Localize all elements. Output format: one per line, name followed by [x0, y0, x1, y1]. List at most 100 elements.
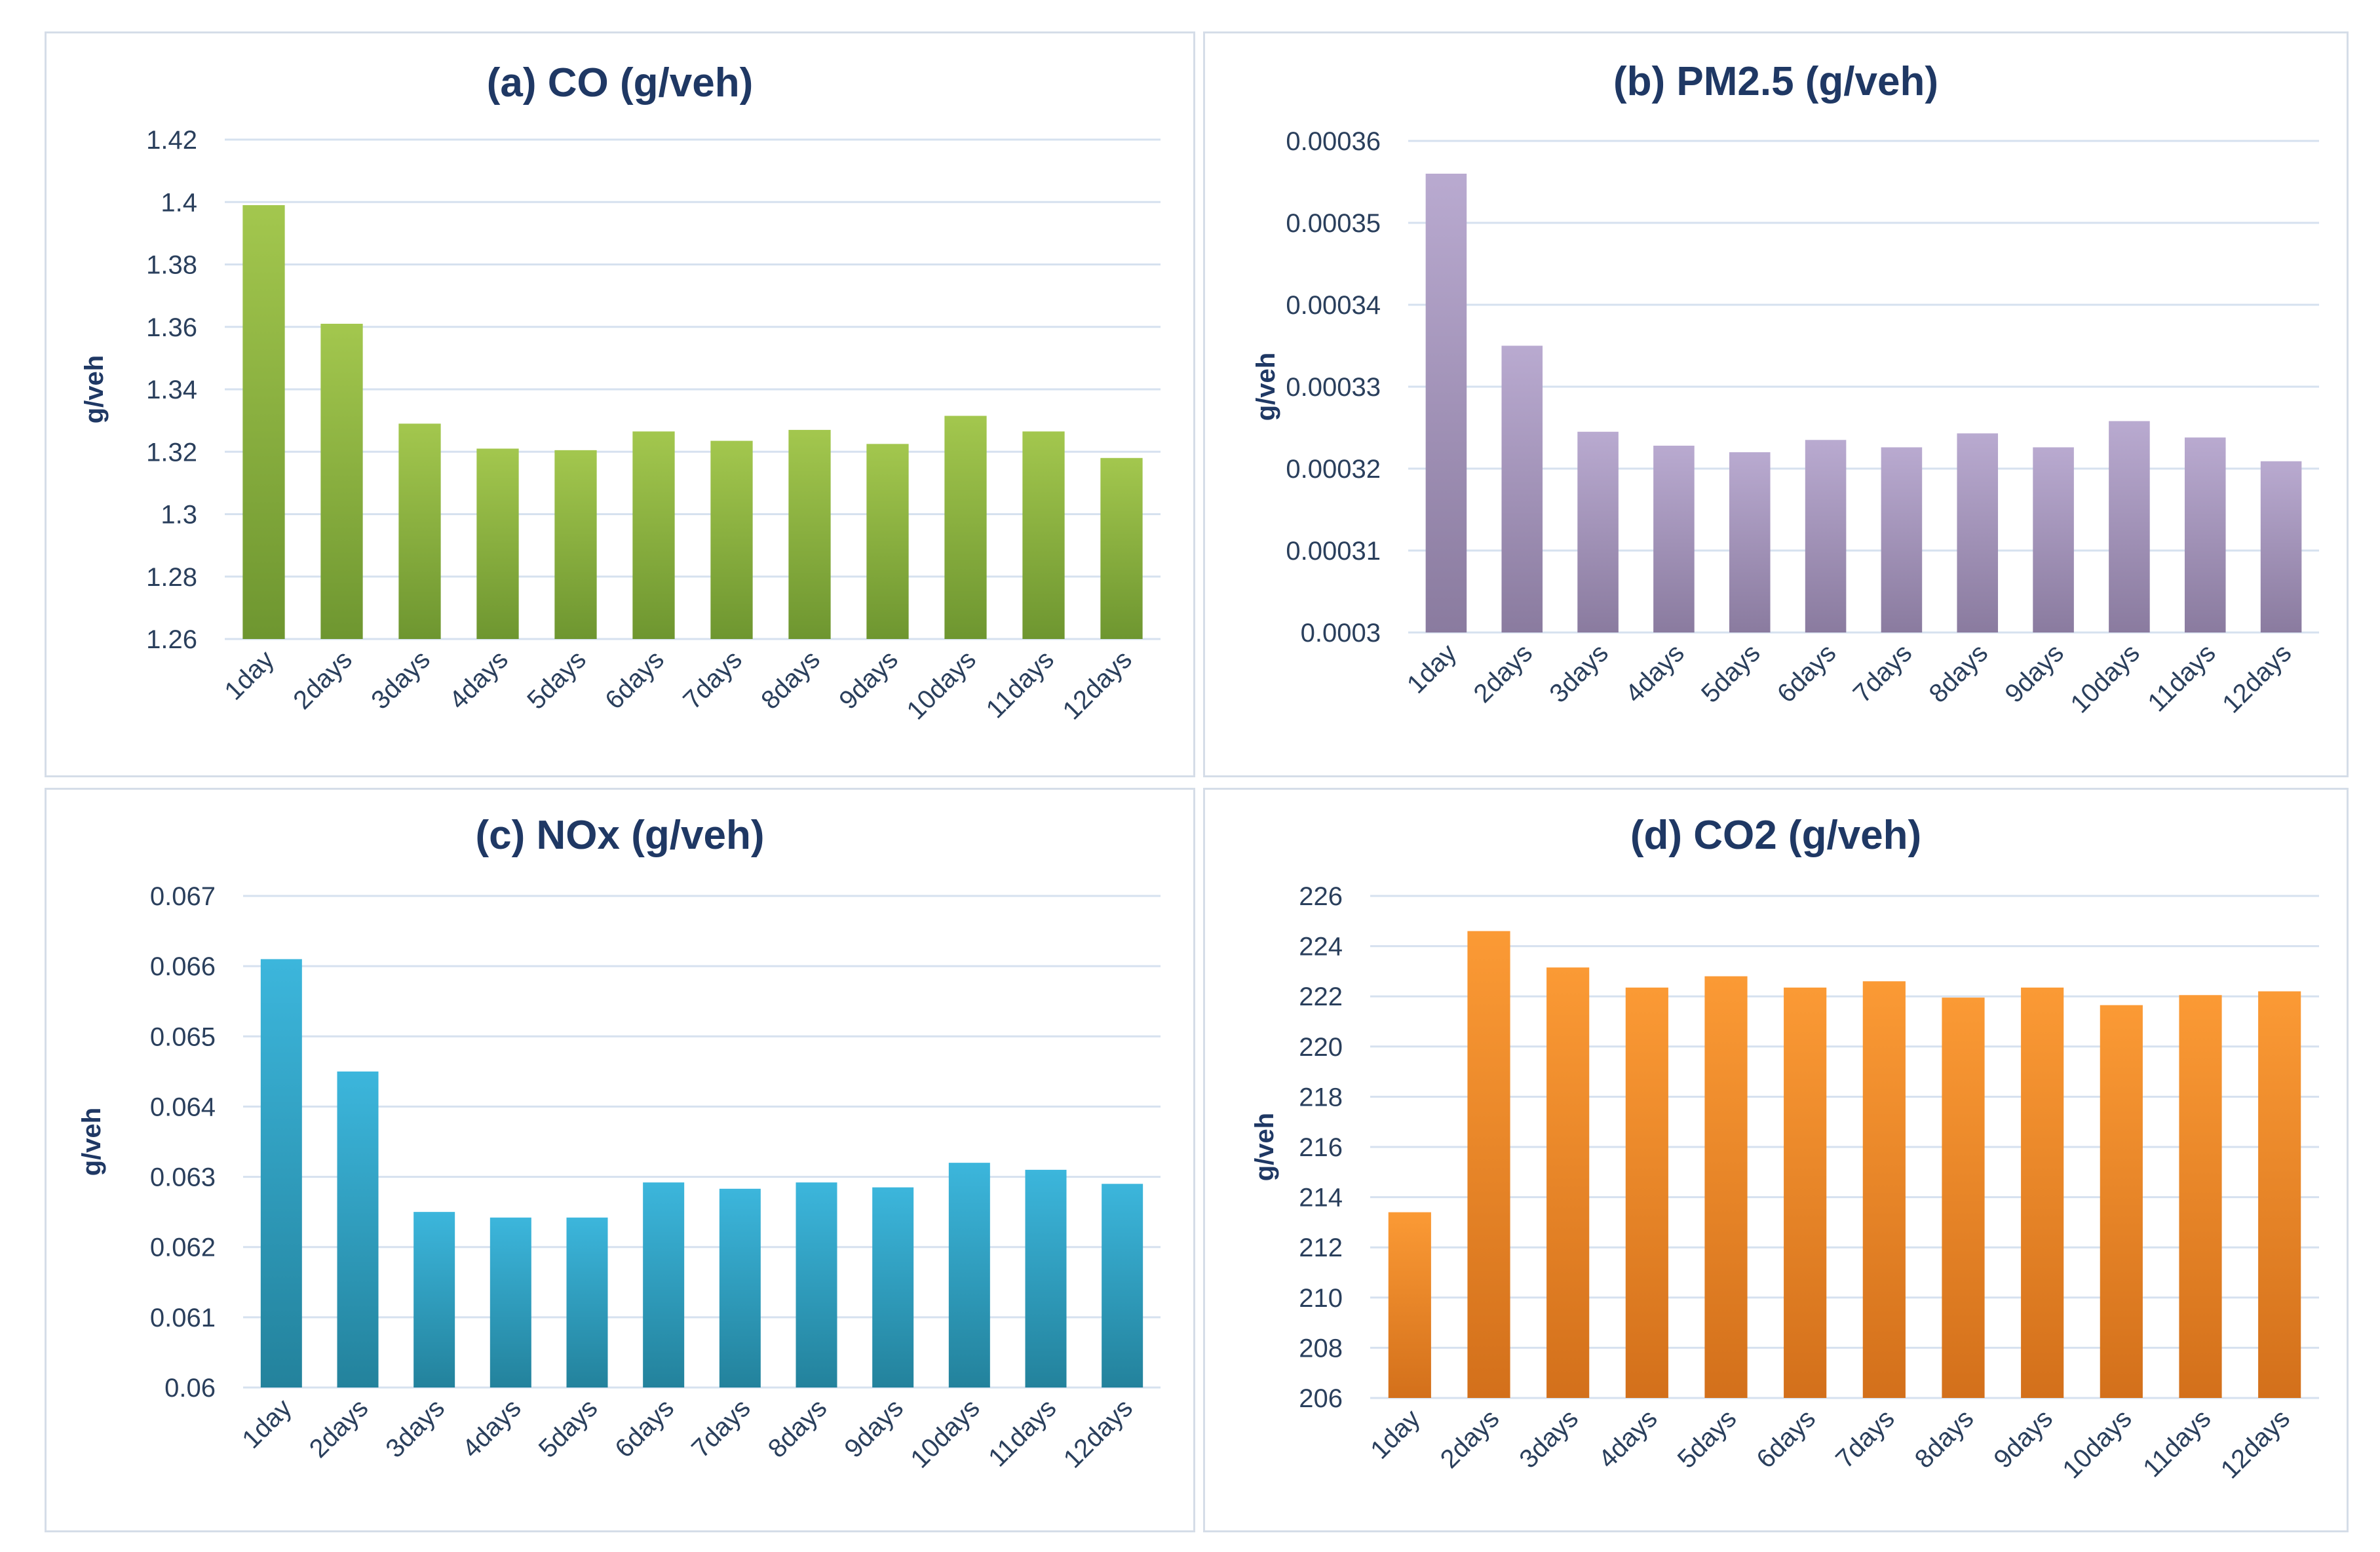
y-tick-label: 1.36 — [146, 313, 197, 342]
x-tick-label: 12days — [2217, 638, 2297, 718]
bar-6days — [1805, 440, 1847, 632]
chart-pm25: (b) PM2.5 (g/veh) g/veh 0.0003 0.00031 0.000… — [1252, 59, 2319, 719]
bar-5days — [554, 450, 597, 639]
y-tick-label: 1.26 — [146, 625, 197, 654]
bar-6days — [643, 1182, 685, 1387]
y-tick-label: 0.065 — [150, 1022, 216, 1051]
x-tick-label: 1day — [1402, 638, 1462, 699]
y-tick-label: 1.3 — [161, 501, 197, 530]
x-tick-label: 3days — [1544, 638, 1614, 708]
y-tick-label: 0.00036 — [1286, 127, 1381, 156]
x-tick-label: 11days — [2138, 1404, 2216, 1483]
bar-4days — [489, 1217, 531, 1387]
x-tick-label: 6days — [609, 1393, 680, 1464]
chart-title: (d) CO2 (g/veh) — [1630, 813, 1921, 858]
y-tick-label: 0.061 — [150, 1304, 216, 1332]
x-tick-label: 8days — [756, 645, 826, 715]
bar-2days — [337, 1071, 379, 1387]
bar-1day — [242, 205, 285, 639]
y-tick-label: 210 — [1299, 1284, 1343, 1313]
bar-11days — [2184, 437, 2226, 632]
x-tick-label: 10days — [2065, 638, 2145, 718]
x-tick-label: 5days — [522, 645, 592, 715]
chart-nox: (c) NOx (g/veh) g/veh 0.06 0.061 0.062 0.063 0… — [77, 813, 1161, 1474]
y-tick-label: 0.066 — [150, 952, 216, 981]
y-tick-label: 1.42 — [146, 126, 197, 155]
y-axis-label: g/veh — [80, 355, 109, 423]
x-tick-label: 2days — [1468, 638, 1539, 708]
x-tick-label: 7days — [686, 1393, 756, 1464]
x-tick-label: 5days — [533, 1393, 604, 1464]
bar-3days — [413, 1212, 455, 1387]
y-tick-label: 1.34 — [146, 376, 197, 404]
bar-8days — [1957, 433, 1999, 632]
x-tick-label: 8days — [1910, 1404, 1980, 1474]
bar-4days — [476, 448, 519, 639]
bar-6days — [1784, 987, 1827, 1398]
y-tick-label: 0.064 — [150, 1093, 216, 1121]
bar-8days — [788, 429, 831, 639]
bar-11days — [1022, 431, 1065, 639]
x-tick-label: 7days — [1848, 638, 1918, 708]
chart-panel-co2: (d) CO2 (g/veh) g/veh 206 208 210 212 214 216 21… — [1203, 788, 2349, 1532]
x-tick-label: 11days — [2142, 638, 2221, 717]
y-tick-label: 0.00032 — [1286, 455, 1381, 484]
y-axis-label: g/veh — [77, 1108, 106, 1176]
x-tick-label: 5days — [1696, 638, 1766, 708]
x-tick-label: 12days — [1058, 1393, 1138, 1473]
y-tick-label: 0.0003 — [1301, 619, 1381, 648]
bar-7days — [719, 1188, 761, 1387]
bar-8days — [1942, 998, 1985, 1398]
bar-10days — [944, 416, 987, 639]
y-tick-label: 1.28 — [146, 563, 197, 592]
x-tick-label: 1day — [237, 1393, 297, 1454]
x-tick-label: 4days — [1593, 1404, 1663, 1474]
bar-3days — [398, 423, 441, 639]
x-tick-label: 9days — [1999, 638, 2069, 708]
y-tick-label: 214 — [1299, 1184, 1343, 1212]
bar-11days — [2179, 995, 2222, 1398]
bar-7days — [710, 440, 753, 639]
y-tick-label: 226 — [1299, 882, 1343, 911]
x-tick-label: 9days — [834, 645, 904, 715]
bar-6days — [632, 431, 675, 639]
x-tick-label: 7days — [1830, 1404, 1900, 1474]
x-tick-label: 6days — [600, 645, 670, 715]
y-tick-label: 1.4 — [161, 188, 197, 217]
bar-9days — [2033, 447, 2074, 632]
bar-10days — [948, 1163, 990, 1387]
chart-panel-co: (a) CO (g/veh) g/veh 1.26 1.28 1.3 1.32 1.34 1.… — [45, 31, 1195, 777]
bar-4days — [1653, 446, 1695, 632]
bar-7days — [1862, 981, 1906, 1398]
bar-3days — [1577, 431, 1619, 632]
x-tick-label: 5days — [1672, 1404, 1742, 1474]
chart-co: (a) CO (g/veh) g/veh 1.26 1.28 1.3 1.32 1.34 1.… — [80, 60, 1161, 726]
bar-9days — [866, 444, 909, 639]
x-tick-label: 6days — [1751, 1404, 1821, 1474]
chart-title: (a) CO (g/veh) — [487, 60, 753, 106]
x-tick-label: 9days — [839, 1393, 909, 1464]
x-tick-label: 2days — [288, 645, 358, 715]
x-tick-label: 10days — [902, 645, 982, 725]
bar-5days — [1704, 976, 1748, 1398]
y-axis-label: g/veh — [1252, 353, 1280, 421]
y-tick-label: 208 — [1299, 1334, 1343, 1363]
y-tick-label: 218 — [1299, 1083, 1343, 1112]
x-tick-label: 7days — [678, 645, 748, 715]
x-tick-label: 1day — [1365, 1404, 1425, 1464]
bar-7days — [1881, 447, 1923, 632]
bar-2days — [320, 323, 363, 639]
y-tick-label: 0.067 — [150, 882, 216, 911]
bar-1day — [260, 959, 302, 1387]
y-tick-label: 1.32 — [146, 438, 197, 467]
bar-2days — [1467, 931, 1510, 1398]
x-tick-label: 2days — [1435, 1404, 1505, 1474]
y-tick-label: 0.00035 — [1286, 209, 1381, 238]
x-tick-label: 12days — [1058, 645, 1138, 725]
chart-panel-nox: (c) NOx (g/veh) g/veh 0.06 0.061 0.062 0.063 0… — [45, 788, 1195, 1532]
bar-12days — [2260, 461, 2302, 632]
x-tick-label: 8days — [1924, 638, 1994, 708]
y-axis-label: g/veh — [1250, 1113, 1279, 1181]
chart-panel-pm25: (b) PM2.5 (g/veh) g/veh 0.0003 0.00031 0.000… — [1203, 31, 2349, 777]
bar-4days — [1625, 987, 1668, 1398]
